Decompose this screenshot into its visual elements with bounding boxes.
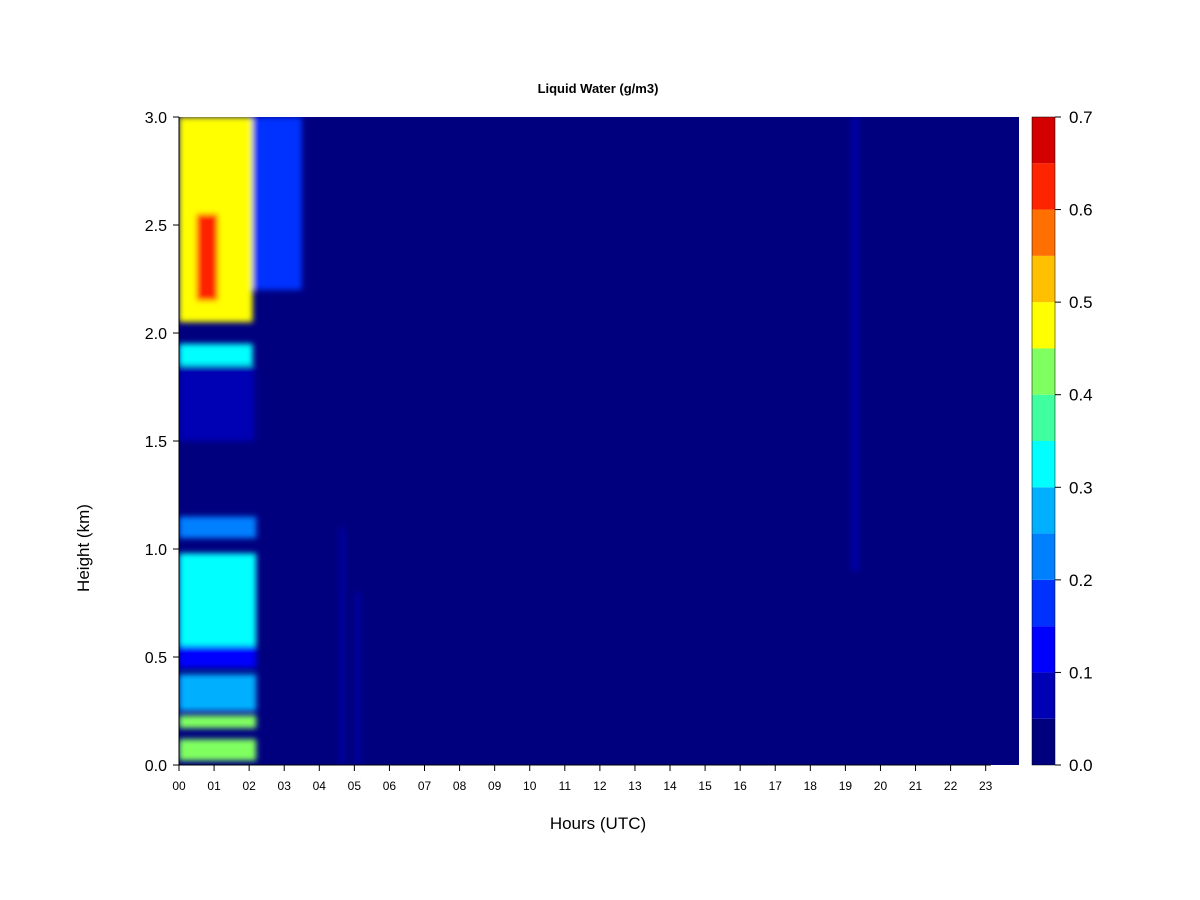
y-tick-label: 0.0	[145, 758, 167, 775]
heatmap-region-10	[179, 739, 257, 761]
colorbar-box	[1032, 302, 1055, 349]
heatmap-region-8	[179, 674, 257, 711]
x-tick-label: 14	[663, 779, 677, 793]
x-tick-label: 00	[172, 779, 186, 793]
colorbar-tick-label: 0.3	[1069, 478, 1093, 497]
colorbar-box	[1032, 672, 1055, 719]
y-tick-label: 2.5	[145, 218, 167, 235]
heatmap-region-13	[852, 117, 858, 571]
x-tick-label: 09	[488, 779, 502, 793]
colorbar-box	[1032, 163, 1055, 210]
x-tick-label: 18	[804, 779, 818, 793]
plot-background	[179, 117, 1019, 765]
x-tick-label: 07	[418, 779, 432, 793]
colorbar-box	[1032, 579, 1055, 627]
colorbar-tick-label: 0.6	[1069, 201, 1093, 220]
colorbar-box	[1032, 348, 1055, 395]
y-tick-label: 3.0	[145, 110, 167, 127]
x-tick-label: 23	[979, 779, 993, 793]
heatmap-region-1	[196, 214, 218, 301]
x-tick-label: 11	[559, 779, 572, 793]
heatmap-region-6	[179, 553, 257, 647]
colorbar-box	[1032, 117, 1055, 164]
x-tick-label: 03	[278, 779, 292, 793]
x-tick-label: 19	[839, 779, 853, 793]
heatmap-regions	[179, 117, 858, 765]
x-tick-label: 13	[628, 779, 642, 793]
colorbar-box	[1032, 626, 1055, 673]
x-tick-label: 15	[698, 779, 712, 793]
y-tick-label: 1.5	[145, 434, 167, 451]
colorbar-box	[1032, 441, 1055, 488]
colorbar: 0.0 0.1 0.2 0.3 0.4 0.5 0.6 0.7	[1031, 108, 1093, 775]
x-tick-label: 21	[909, 779, 923, 793]
chart-title: Liquid Water (g/m3)	[538, 81, 659, 96]
x-axis: 00 01 02 03 04 05 06 07 08 09 10 11 12 13 14 15 16 17 18 19…	[172, 764, 993, 793]
y-tick-label: 0.5	[145, 650, 167, 667]
colorbar-tick-label: 0.7	[1069, 108, 1093, 127]
x-tick-label: 12	[593, 779, 607, 793]
heatmap-region-2	[179, 343, 253, 366]
x-axis-label: Hours (UTC)	[550, 814, 646, 833]
heatmap-region-7	[179, 646, 257, 668]
colorbar-tick-label: 0.5	[1069, 293, 1093, 312]
x-tick-label: 17	[769, 779, 783, 793]
heatmap-region-11	[340, 527, 344, 765]
colorbar-tick-label: 0.2	[1069, 571, 1093, 590]
y-tick-label: 2.0	[145, 326, 167, 343]
heatmap-region-9	[179, 715, 257, 729]
x-tick-label: 02	[242, 779, 256, 793]
heatmap-region-12	[356, 592, 360, 765]
x-tick-label: 22	[944, 779, 958, 793]
colorbar-box	[1032, 255, 1055, 303]
y-tick-label: 1.0	[145, 542, 167, 559]
x-tick-label: 20	[874, 779, 888, 793]
colorbar-box	[1032, 533, 1055, 580]
x-tick-label: 06	[383, 779, 397, 793]
x-tick-label: 10	[523, 779, 537, 793]
plot-area	[179, 117, 1019, 765]
y-axis-label: Height (km)	[74, 504, 93, 592]
x-tick-label: 04	[313, 779, 327, 793]
heatmap-region-5	[179, 516, 257, 539]
heatmap-region-3	[179, 365, 255, 441]
colorbar-box	[1032, 718, 1055, 765]
y-axis: 0.0 0.5 1.0 1.5 2.0 2.5 3.0	[145, 110, 180, 775]
heatmap-region-4	[252, 117, 302, 290]
colorbar-box	[1032, 394, 1055, 441]
x-tick-label: 01	[207, 779, 221, 793]
x-tick-label: 05	[348, 779, 362, 793]
x-tick-label: 08	[453, 779, 467, 793]
colorbar-tick-label: 0.4	[1069, 386, 1093, 405]
colorbar-tick-label: 0.0	[1069, 756, 1093, 775]
colorbar-frame	[1031, 116, 1056, 766]
colorbar-box	[1032, 487, 1055, 534]
x-tick-label: 16	[733, 779, 747, 793]
colorbar-box	[1032, 209, 1055, 256]
colorbar-tick-label: 0.1	[1069, 663, 1093, 682]
